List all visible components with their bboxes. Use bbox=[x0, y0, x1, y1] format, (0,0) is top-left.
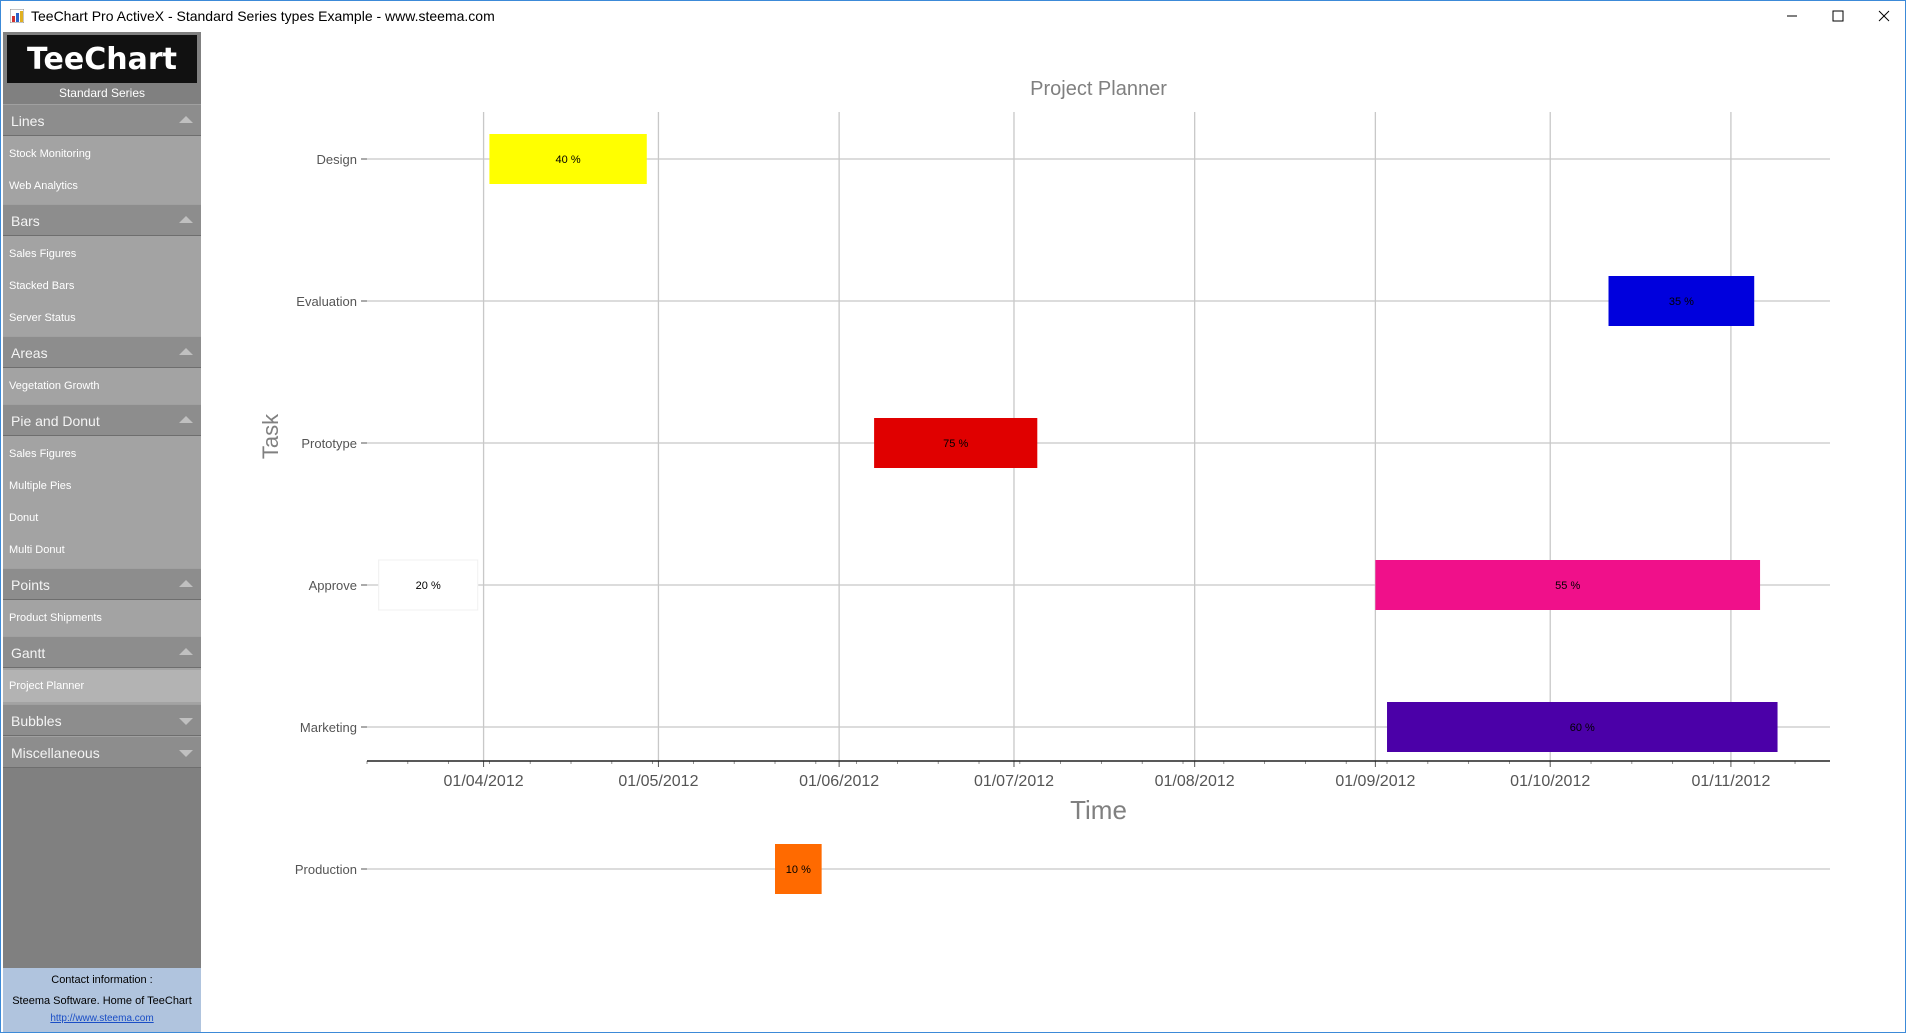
window-title: TeeChart Pro ActiveX - Standard Series t… bbox=[31, 8, 495, 24]
sidebar-category-bubbles[interactable]: Bubbles bbox=[3, 704, 201, 736]
sidebar-category-label: Miscellaneous bbox=[11, 745, 100, 761]
gantt-bar bbox=[1387, 702, 1778, 752]
sidebar-category-miscellaneous[interactable]: Miscellaneous bbox=[3, 736, 201, 768]
expand-arrow-icon bbox=[179, 718, 193, 725]
sidebar-item-multiple-pies[interactable]: Multiple Pies bbox=[9, 480, 72, 492]
gantt-bar-label: 75 % bbox=[943, 438, 968, 450]
sidebar-item-multi-donut[interactable]: Multi Donut bbox=[9, 544, 65, 556]
gantt-chart: Project Planner 01/04/2012 01/05/2012 01/06… bbox=[258, 78, 1830, 894]
gantt-bar bbox=[775, 844, 822, 894]
x-tick-label: 01/06/2012 bbox=[799, 773, 879, 790]
sidebar-item-sales-figures[interactable]: Sales Figures bbox=[9, 248, 77, 260]
sidebar-menu: Lines Stock Monitoring Web Analytics Bars Sa… bbox=[3, 104, 201, 768]
gantt-bar bbox=[378, 559, 479, 611]
gantt-bar-label: 20 % bbox=[416, 580, 441, 592]
sidebar-category-label: Pie and Donut bbox=[11, 413, 100, 429]
sidebar-category-label: Points bbox=[11, 577, 50, 593]
sidebar-item-stock-monitoring[interactable]: Stock Monitoring bbox=[9, 148, 91, 160]
expand-arrow-icon bbox=[179, 750, 193, 757]
sidebar-item-vegetation-growth[interactable]: Vegetation Growth bbox=[9, 380, 100, 392]
sidebar-items: Project Planner bbox=[3, 668, 201, 704]
sidebar-item-project-planner[interactable]: Project Planner bbox=[3, 670, 201, 702]
sidebar-category-areas[interactable]: Areas bbox=[3, 336, 201, 368]
gantt-bar-label: 40 % bbox=[556, 154, 581, 166]
minimize-icon bbox=[1787, 15, 1797, 17]
collapse-arrow-icon bbox=[179, 216, 193, 223]
chart-area: Project Planner 01/04/2012 01/05/2012 01/06… bbox=[202, 32, 1905, 1031]
logo-text: TeeChart bbox=[27, 41, 177, 77]
x-tick-label: 01/04/2012 bbox=[444, 773, 524, 790]
x-axis-title: Time bbox=[1070, 795, 1127, 825]
gantt-bar bbox=[1608, 276, 1755, 326]
sidebar-category-label: Areas bbox=[11, 345, 48, 361]
collapse-arrow-icon bbox=[179, 580, 193, 587]
y-tick-label: Approve bbox=[309, 578, 357, 593]
minimize-button[interactable] bbox=[1769, 1, 1815, 31]
x-tick-label: 01/07/2012 bbox=[974, 773, 1054, 790]
sidebar-item-product-shipments[interactable]: Product Shipments bbox=[9, 612, 102, 624]
sidebar-item-server-status[interactable]: Server Status bbox=[9, 312, 76, 324]
y-tick-label: Design bbox=[317, 152, 357, 167]
contact-link[interactable]: http://www.steema.com bbox=[50, 1013, 154, 1024]
title-bar[interactable]: TeeChart Pro ActiveX - Standard Series t… bbox=[1, 1, 1905, 31]
gantt-bar bbox=[1375, 560, 1761, 610]
gantt-bar-label: 60 % bbox=[1570, 722, 1595, 734]
x-tick-label: 01/10/2012 bbox=[1510, 773, 1590, 790]
sidebar-category-label: Bars bbox=[11, 213, 40, 229]
collapse-arrow-icon bbox=[179, 416, 193, 423]
sidebar-category-label: Bubbles bbox=[11, 713, 62, 729]
sidebar-items: Sales Figures Stacked Bars Server Status bbox=[3, 236, 201, 336]
gantt-bar bbox=[489, 134, 647, 184]
gantt-bar-label: 35 % bbox=[1669, 296, 1694, 308]
sidebar-items: Stock Monitoring Web Analytics bbox=[3, 136, 201, 204]
teechart-logo: TeeChart bbox=[7, 35, 197, 83]
x-tick-label: 01/05/2012 bbox=[618, 773, 698, 790]
sidebar-category-gantt[interactable]: Gantt bbox=[3, 636, 201, 668]
sidebar-item-stacked-bars[interactable]: Stacked Bars bbox=[9, 280, 75, 292]
close-icon bbox=[1878, 10, 1890, 22]
collapse-arrow-icon bbox=[179, 116, 193, 123]
contact-panel: Contact information : Steema Software. H… bbox=[3, 968, 201, 1032]
sidebar-item-web-analytics[interactable]: Web Analytics bbox=[9, 180, 78, 192]
sidebar-category-bars[interactable]: Bars bbox=[3, 204, 201, 236]
close-button[interactable] bbox=[1861, 1, 1906, 31]
sidebar-item-sales-figures[interactable]: Sales Figures bbox=[9, 448, 77, 460]
sidebar-category-lines[interactable]: Lines bbox=[3, 104, 201, 136]
sidebar: TeeChart Standard Series Lines Stock Moni… bbox=[3, 32, 201, 1031]
app-icon bbox=[10, 9, 24, 23]
y-tick-label: Evaluation bbox=[296, 294, 357, 309]
gantt-bar bbox=[874, 418, 1038, 468]
sidebar-category-pie-and-donut[interactable]: Pie and Donut bbox=[3, 404, 201, 436]
y-tick-label: Prototype bbox=[301, 436, 357, 451]
maximize-button[interactable] bbox=[1815, 1, 1861, 31]
sidebar-items: Vegetation Growth bbox=[3, 368, 201, 404]
collapse-arrow-icon bbox=[179, 348, 193, 355]
gantt-bar-label: 10 % bbox=[786, 864, 811, 876]
y-axis-title: Task bbox=[258, 413, 283, 459]
sidebar-subtitle: Standard Series bbox=[58, 86, 146, 100]
gantt-bar-label: 55 % bbox=[1555, 580, 1580, 592]
sidebar-category-label: Lines bbox=[11, 113, 45, 129]
sidebar-items: Sales Figures Multiple Pies Donut Multi Don… bbox=[3, 436, 201, 568]
x-tick-label: 01/08/2012 bbox=[1155, 773, 1235, 790]
contact-company: Steema Software. Home of TeeChart bbox=[12, 995, 192, 1007]
collapse-arrow-icon bbox=[179, 648, 193, 655]
y-tick-label: Marketing bbox=[300, 720, 357, 735]
contact-heading: Contact information : bbox=[51, 974, 153, 986]
x-tick-label: 01/09/2012 bbox=[1335, 773, 1415, 790]
sidebar-category-label: Gantt bbox=[11, 645, 46, 661]
sidebar-category-points[interactable]: Points bbox=[3, 568, 201, 600]
x-tick-label: 01/11/2012 bbox=[1691, 773, 1770, 790]
chart-title: Project Planner bbox=[1030, 78, 1167, 100]
y-tick-label: Production bbox=[295, 862, 357, 877]
sidebar-item-donut[interactable]: Donut bbox=[9, 512, 39, 524]
maximize-icon bbox=[1832, 10, 1844, 22]
sidebar-items: Product Shipments bbox=[3, 600, 201, 636]
